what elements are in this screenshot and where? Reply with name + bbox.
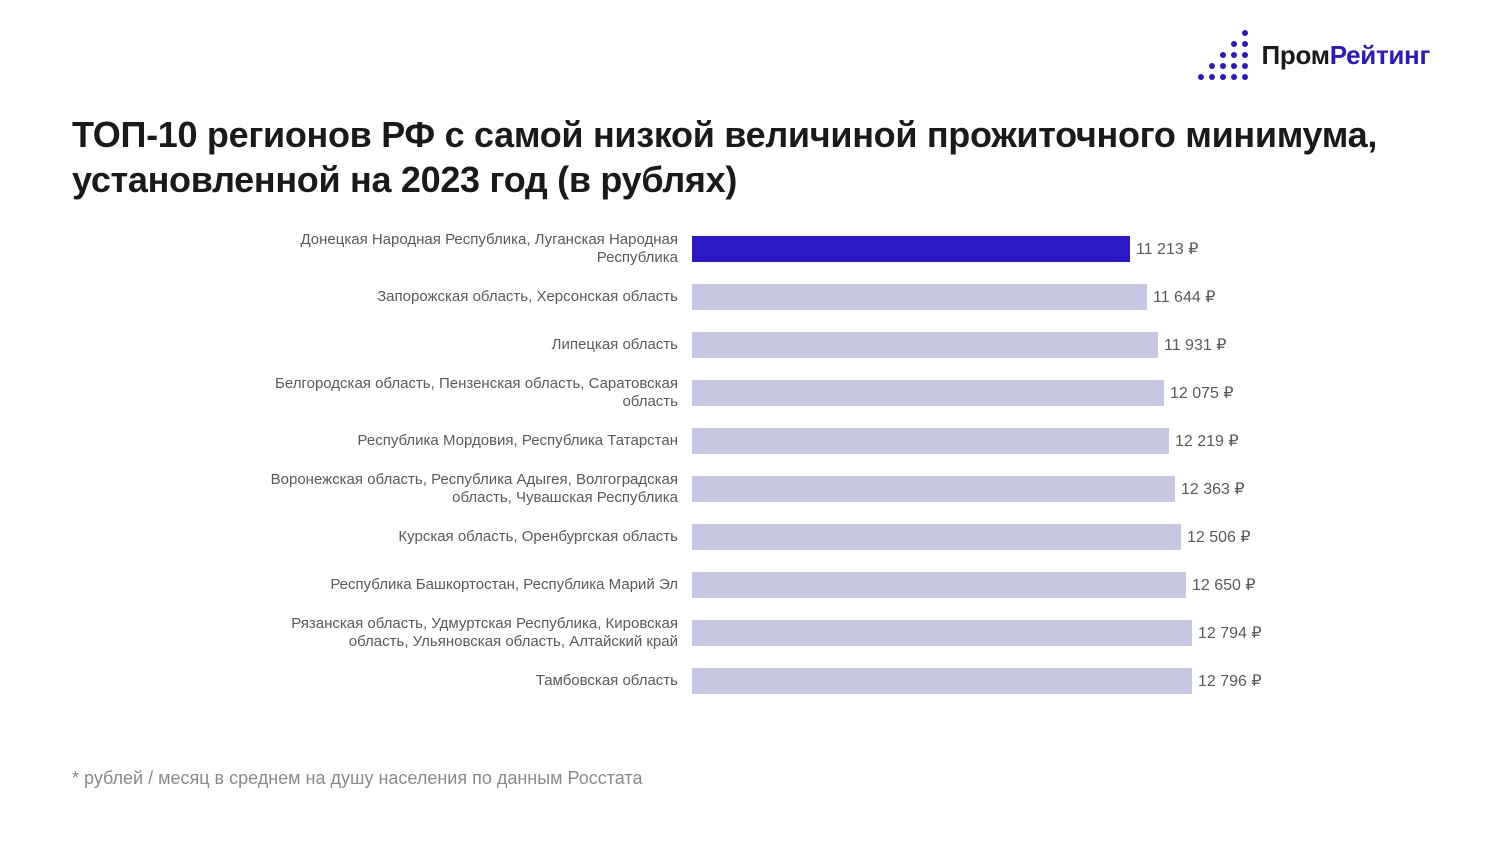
chart-row-value: 12 506 ₽ [1187, 527, 1251, 547]
chart-row: Липецкая область 11 931 ₽ [72, 321, 1392, 369]
chart-bar-wrap: 12 794 ₽ [692, 620, 1392, 646]
chart-bar-wrap: 11 644 ₽ [692, 284, 1392, 310]
chart-row-label: Запорожская область, Херсонская область [72, 288, 692, 306]
chart-row: Донецкая Народная Республика, Луганская … [72, 225, 1392, 273]
chart-bar [692, 572, 1186, 598]
page-title: ТОП-10 регионов РФ с самой низкой величи… [72, 112, 1392, 202]
chart-bar [692, 380, 1164, 406]
chart-row-label: Тамбовская область [72, 672, 692, 690]
chart-row: Белгородская область, Пензенская область… [72, 369, 1392, 417]
logo-text: ПромРейтинг [1262, 40, 1430, 71]
chart-bar [692, 284, 1147, 310]
chart-row-value: 11 213 ₽ [1136, 239, 1198, 259]
chart-row: Республика Мордовия, Республика Татарста… [72, 417, 1392, 465]
brand-logo: ПромРейтинг [1198, 30, 1430, 80]
chart-row: Воронежская область, Республика Адыгея, … [72, 465, 1392, 513]
chart-row-label: Донецкая Народная Республика, Луганская … [72, 231, 692, 267]
chart-bar-wrap: 12 363 ₽ [692, 476, 1392, 502]
chart-bar-wrap: 12 650 ₽ [692, 572, 1392, 598]
bar-chart: Донецкая Народная Республика, Луганская … [72, 225, 1392, 705]
chart-row-value: 11 644 ₽ [1153, 287, 1215, 307]
chart-row: Запорожская область, Херсонская область 1… [72, 273, 1392, 321]
chart-bar-wrap: 11 931 ₽ [692, 332, 1392, 358]
chart-bar-wrap: 12 506 ₽ [692, 524, 1392, 550]
chart-bar [692, 476, 1175, 502]
chart-bar [692, 620, 1192, 646]
logo-text-part1: Пром [1262, 40, 1330, 70]
chart-row-label: Рязанская область, Удмуртская Республика… [72, 615, 692, 651]
chart-row-value: 12 075 ₽ [1170, 383, 1234, 403]
chart-row-value: 11 931 ₽ [1164, 335, 1226, 355]
chart-row-value: 12 796 ₽ [1198, 671, 1262, 691]
footnote: * рублей / месяц в среднем на душу насел… [72, 768, 642, 789]
chart-row: Рязанская область, Удмуртская Республика… [72, 609, 1392, 657]
chart-row-label: Белгородская область, Пензенская область… [72, 375, 692, 411]
chart-row-value: 12 794 ₽ [1198, 623, 1262, 643]
chart-bar-wrap: 12 219 ₽ [692, 428, 1392, 454]
chart-row-label: Воронежская область, Республика Адыгея, … [72, 471, 692, 507]
chart-bar [692, 428, 1169, 454]
chart-bar [692, 332, 1158, 358]
chart-row: Республика Башкортостан, Республика Мари… [72, 561, 1392, 609]
chart-row-label: Республика Мордовия, Республика Татарста… [72, 432, 692, 450]
chart-row-label: Липецкая область [72, 336, 692, 354]
logo-text-part2: Рейтинг [1330, 40, 1430, 70]
chart-row-value: 12 650 ₽ [1192, 575, 1256, 595]
chart-row: Тамбовская область 12 796 ₽ [72, 657, 1392, 705]
chart-row-label: Республика Башкортостан, Республика Мари… [72, 576, 692, 594]
chart-bar-wrap: 12 796 ₽ [692, 668, 1392, 694]
chart-bar [692, 524, 1181, 550]
logo-bars-icon [1198, 30, 1248, 80]
chart-bar-wrap: 12 075 ₽ [692, 380, 1392, 406]
chart-row-value: 12 363 ₽ [1181, 479, 1245, 499]
chart-bar [692, 236, 1130, 262]
chart-row-value: 12 219 ₽ [1175, 431, 1239, 451]
chart-row: Курская область, Оренбургская область 12 … [72, 513, 1392, 561]
chart-bar [692, 668, 1192, 694]
chart-bar-wrap: 11 213 ₽ [692, 236, 1392, 262]
chart-row-label: Курская область, Оренбургская область [72, 528, 692, 546]
